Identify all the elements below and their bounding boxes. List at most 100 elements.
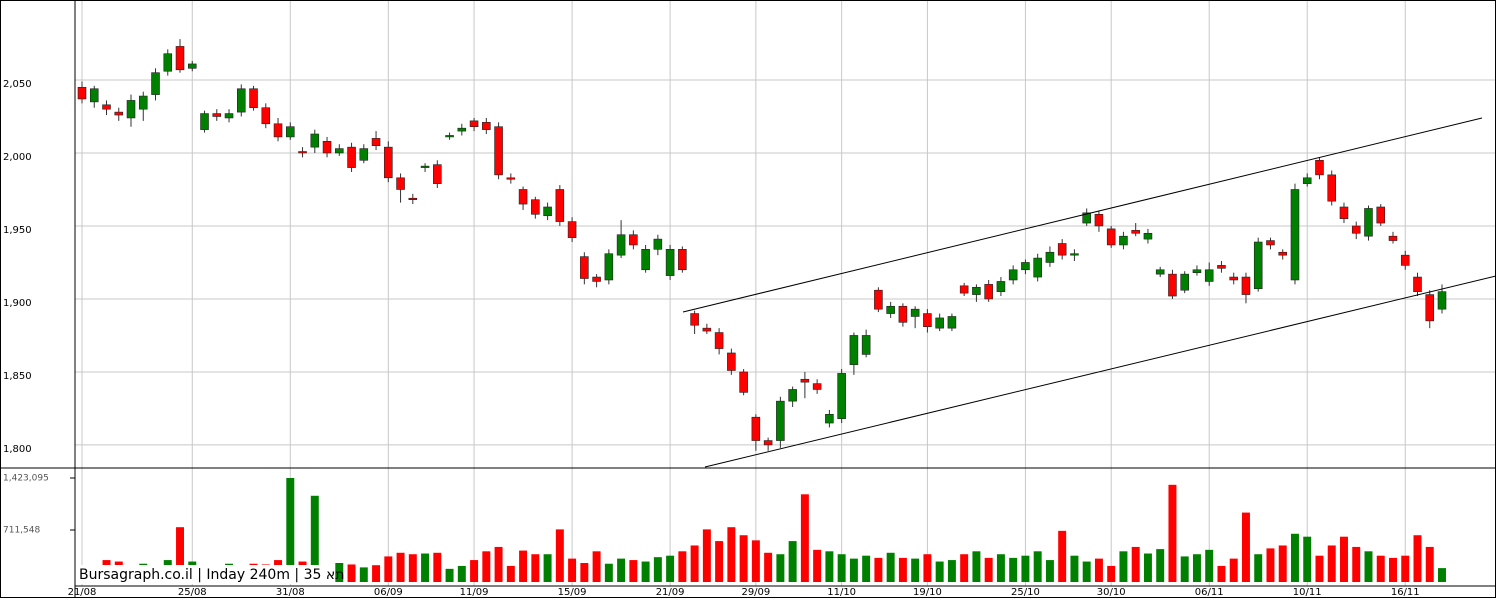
candle-body	[567, 221, 577, 238]
volume-bar	[641, 561, 650, 582]
volume-bar	[1266, 548, 1275, 582]
candle-body	[788, 389, 797, 402]
volume-tick-label: 1,423,095	[3, 474, 49, 484]
volume-bar	[653, 557, 662, 582]
volume-bar	[396, 552, 405, 582]
volume-bar	[1180, 556, 1189, 582]
candle-body	[1033, 257, 1042, 278]
candle-body	[187, 63, 197, 69]
candle-body	[114, 111, 124, 116]
volume-bar	[445, 568, 454, 582]
volume-bar	[1058, 530, 1067, 582]
x-tick-label: 31/08	[276, 587, 305, 598]
candle-body	[1119, 235, 1128, 246]
candle-body	[1106, 228, 1116, 246]
volume-bar	[1229, 558, 1238, 582]
volume-bar	[837, 554, 846, 582]
volume-bar	[433, 552, 442, 582]
candle-body	[739, 371, 748, 393]
x-tick-label: 06/11	[1195, 587, 1224, 598]
candle-body	[1339, 206, 1349, 219]
candle-body	[408, 197, 418, 200]
x-tick-label: 21/08	[68, 587, 97, 598]
volume-bar	[886, 552, 895, 582]
candle-body	[224, 113, 234, 119]
volume-bar	[972, 551, 981, 582]
volume-bar	[494, 546, 503, 582]
volume-bar	[176, 527, 184, 582]
volume-bar	[1131, 546, 1140, 582]
source-box	[77, 565, 335, 584]
candle-body	[1266, 240, 1275, 246]
candle-body	[261, 107, 271, 125]
volume-bar	[408, 554, 417, 582]
candle-body	[1278, 251, 1288, 256]
volume-bar	[1315, 555, 1324, 582]
volume-bar	[1401, 555, 1410, 582]
candle-body	[102, 104, 111, 110]
volume-bar	[813, 549, 822, 582]
candle-body	[1388, 235, 1398, 241]
volume-bar	[849, 558, 858, 582]
source-label: Bursagraph.co.il | Inday 240m | 35 תא	[79, 567, 344, 583]
volume-bar	[776, 554, 785, 582]
x-tick-label: 11/10	[827, 587, 856, 598]
volume-bar	[1082, 561, 1091, 582]
volume-bar	[1352, 546, 1361, 582]
candle-body	[1425, 294, 1435, 322]
candle-body	[310, 133, 320, 148]
candle-body	[1143, 232, 1153, 240]
candle-body	[506, 177, 516, 180]
y-tick-label: 2,050	[3, 79, 32, 90]
candle-body	[886, 305, 895, 314]
candle-body	[825, 413, 834, 424]
x-tick-label: 19/10	[913, 587, 942, 598]
candle-body	[616, 234, 626, 256]
candle-body	[923, 313, 932, 327]
candle-body	[1082, 212, 1091, 224]
volume-bar	[555, 529, 564, 582]
candle-body	[641, 249, 650, 271]
candle-body	[1155, 269, 1165, 275]
volume-bar	[911, 558, 920, 582]
candle-body	[1180, 273, 1189, 291]
volume-bar	[1290, 533, 1299, 582]
candle-body	[604, 253, 614, 281]
volume-bar	[506, 565, 515, 582]
candle-body	[1241, 276, 1251, 295]
candle-body	[910, 308, 920, 317]
volume-bar	[617, 558, 626, 582]
candle-body	[555, 189, 565, 222]
candle-body	[580, 256, 589, 279]
volume-bar	[335, 563, 344, 582]
candle-body	[1437, 291, 1447, 310]
x-tick-label: 30/10	[1097, 587, 1126, 598]
candle-body	[690, 313, 699, 326]
y-tick-label: 2,000	[3, 152, 32, 163]
candle-body	[1290, 189, 1300, 281]
candle-body	[249, 88, 258, 109]
volume-bar	[923, 554, 932, 582]
candle-body	[445, 135, 454, 138]
candle-body	[1302, 177, 1312, 184]
volume-bar	[457, 565, 466, 582]
candle-body	[494, 126, 503, 176]
candle-body	[629, 234, 638, 246]
candle-body	[543, 206, 552, 217]
volume-bar	[1168, 484, 1177, 582]
volume-bar	[580, 563, 589, 582]
volume-bar	[1303, 536, 1312, 582]
volume-bar	[1425, 546, 1434, 582]
candle-body	[89, 88, 99, 103]
candle-body	[1229, 276, 1238, 281]
candle-body	[163, 53, 173, 72]
candle-body	[1008, 269, 1018, 281]
candle-body	[482, 122, 491, 130]
candle-body	[433, 164, 442, 184]
candle-body	[1094, 213, 1104, 227]
volume-bar	[519, 550, 528, 582]
candle-body	[347, 146, 356, 168]
candle-body	[751, 416, 761, 441]
candle-body	[518, 189, 528, 205]
